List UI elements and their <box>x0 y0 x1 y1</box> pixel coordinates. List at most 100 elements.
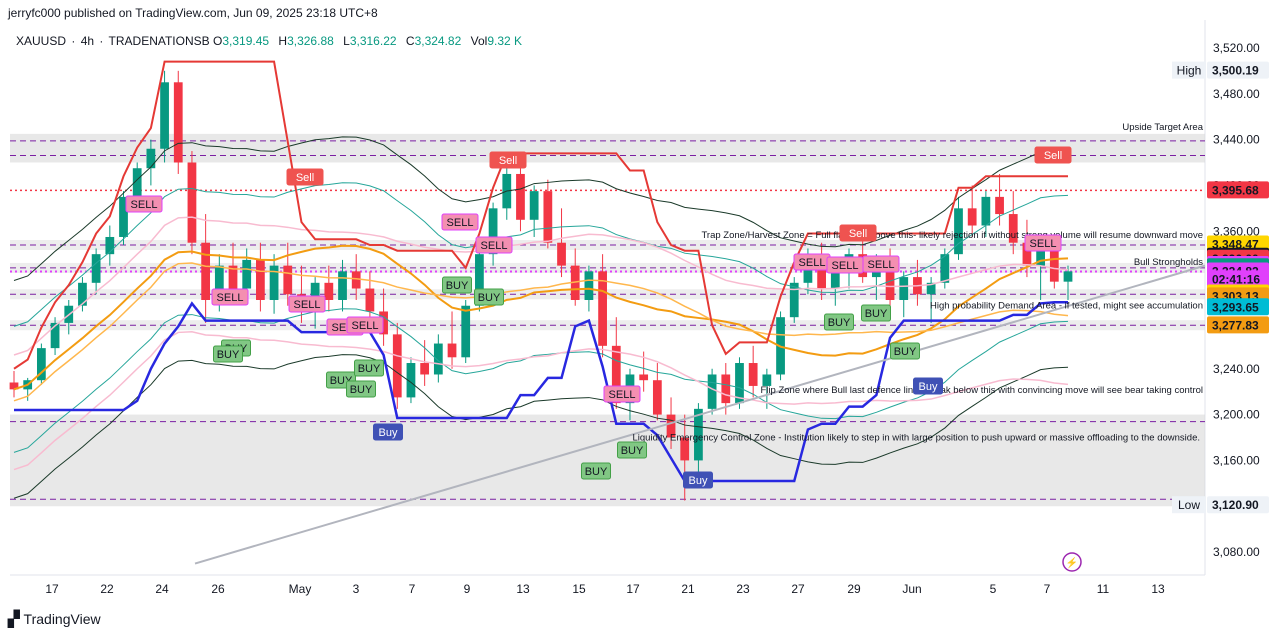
y-axis-tick-label: 3,520.00 <box>1213 41 1260 55</box>
candle-body <box>735 363 744 404</box>
signal-badge-label: Buy <box>919 381 938 393</box>
candle-body <box>995 196 1004 215</box>
candle-body <box>461 305 471 358</box>
zone-annotation: Upside Target Area <box>1122 122 1203 133</box>
signal-badge-green <box>861 304 891 322</box>
candle-body <box>830 271 840 289</box>
candle-body <box>187 162 197 243</box>
candle-body <box>105 236 115 255</box>
candle-body <box>119 196 128 237</box>
candle-body <box>420 363 430 375</box>
y-axis-tick-label: 3,240.00 <box>1213 362 1260 376</box>
signal-badge-label: SELL <box>447 217 474 229</box>
signal-badge-green <box>824 313 854 331</box>
candle-body <box>379 311 388 335</box>
flash-icon-glyph: ⚡ <box>1066 556 1078 569</box>
candle-body <box>78 282 87 306</box>
signal-badge-pink <box>211 288 249 306</box>
candle-body <box>967 208 977 226</box>
signal-badge-label: SELL <box>609 389 636 401</box>
zone-annotation: High probability Demand Area - if tested… <box>930 300 1203 311</box>
price-scale-label-box <box>1207 61 1269 79</box>
signal-badge-label: Buy <box>689 475 708 487</box>
candle-body <box>392 334 402 398</box>
x-axis-tick-label: 23 <box>736 582 750 596</box>
signal-badge-label: BUY <box>585 466 608 478</box>
candle-body <box>1049 248 1059 282</box>
signal-badge-pink <box>288 295 326 313</box>
signal-badge-label: BUY <box>828 317 851 329</box>
pink-band-line <box>13 216 1069 356</box>
candle-body <box>1036 248 1046 266</box>
symbol-legend: XAUUSD · 4h · TRADENATIONSB O3,319.45 H3… <box>16 34 528 48</box>
legend-separator: · <box>99 34 104 48</box>
candle-body <box>885 259 895 300</box>
candle-body <box>694 408 703 461</box>
price-scale-label: 02:41:16 <box>1212 272 1260 286</box>
candle-body <box>324 282 334 300</box>
legend-timeframe[interactable]: 4h <box>80 34 95 48</box>
signal-badge-red <box>1034 146 1072 164</box>
x-axis-tick-label: 17 <box>45 582 59 596</box>
signal-badge-green <box>617 441 647 459</box>
signal-badge-label: BUY <box>217 349 240 361</box>
flash-icon <box>1062 552 1082 572</box>
price-scale-label: 3,120.90 <box>1212 498 1259 512</box>
price-scale-label-box <box>1207 181 1269 199</box>
candle-body <box>981 196 991 226</box>
legend-close-value: 3,324.82 <box>414 34 462 48</box>
signal-badge-label: Sell <box>849 228 867 240</box>
signal-badge-red <box>489 151 527 169</box>
price-scale-label-box <box>1207 270 1269 288</box>
signal-badge-red <box>839 224 877 242</box>
signal-badge-label: BUY <box>894 346 917 358</box>
x-axis-tick-label: 27 <box>791 582 805 596</box>
signal-badge-green <box>442 276 472 294</box>
x-axis-tick-label: 11 <box>1097 582 1110 596</box>
supertrend-blue-line <box>14 301 1068 483</box>
candle-body <box>789 282 799 318</box>
signal-badge-label: SELL <box>294 299 321 311</box>
signal-badge-label: SELL <box>868 259 895 271</box>
price-scale-label: 3,395.68 <box>1212 183 1259 197</box>
signal-badge-blue <box>373 423 403 441</box>
candle-body <box>201 242 211 300</box>
price-scale-label-box <box>1207 298 1269 316</box>
zone-annotation: Flip Zone where Bull last defence line -… <box>761 385 1204 396</box>
signal-badge-label: SELL <box>131 199 158 211</box>
x-axis-tick-label: 3 <box>353 582 360 596</box>
candle-body <box>954 208 963 255</box>
publisher-caption: jerryfc000 published on TradingView.com,… <box>8 6 378 20</box>
price-scale-label: 3,500.19 <box>1212 64 1259 78</box>
candle-body <box>707 374 717 409</box>
signal-badge-label: BUY <box>865 308 888 320</box>
price-scale-label-box <box>1207 496 1269 514</box>
candle-body <box>1008 214 1018 243</box>
candle-body <box>611 345 621 404</box>
candle-body <box>50 322 60 349</box>
zone-annotation: Bull Strongholds <box>1134 257 1203 268</box>
candle-body <box>9 382 19 390</box>
footer-brand[interactable]: ▞ TradingView <box>8 610 101 628</box>
signal-badge-green <box>474 288 504 306</box>
candle-body <box>584 271 594 300</box>
candle-body <box>146 148 156 169</box>
legend-open-value: 3,319.45 <box>222 34 270 48</box>
zone-box <box>10 414 1205 507</box>
candle-body <box>214 265 224 300</box>
candle-body <box>488 208 498 255</box>
signal-badge-pink <box>441 213 479 231</box>
signal-badge-label: Sell <box>499 155 517 167</box>
candle-body <box>570 265 580 300</box>
signal-badge-pink <box>862 255 900 273</box>
signal-badge-label: SELL <box>1030 238 1057 250</box>
legend-separator: · <box>71 34 76 48</box>
x-axis-tick-label: 13 <box>516 582 530 596</box>
legend-symbol[interactable]: XAUUSD <box>16 34 67 48</box>
x-axis-tick-label: 29 <box>847 582 861 596</box>
candle-body <box>1063 271 1073 282</box>
zone-band <box>10 320 1205 331</box>
candle-body <box>447 343 457 358</box>
price-scale-label-box <box>1207 316 1269 334</box>
